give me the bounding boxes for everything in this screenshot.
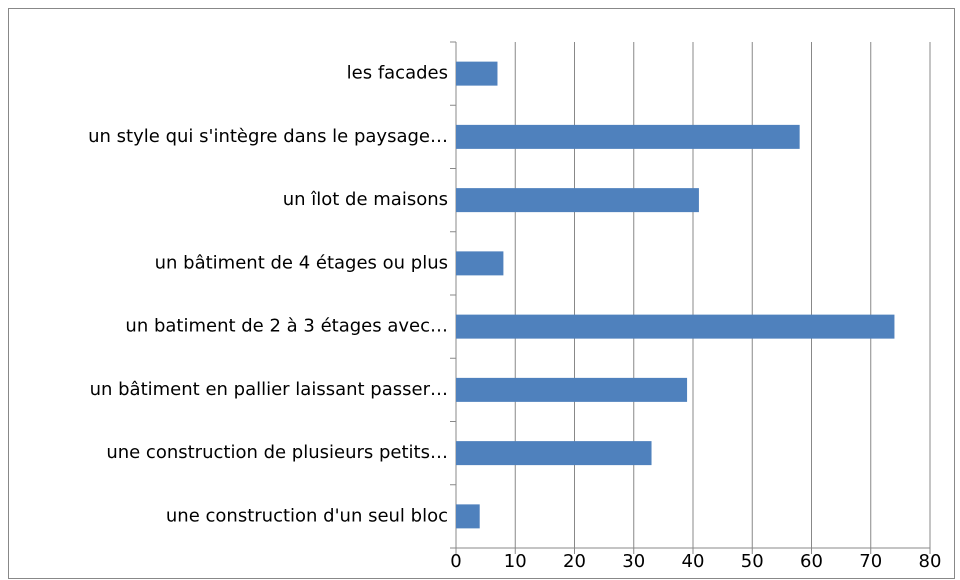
bar: [456, 377, 688, 402]
x-tick-label: 80: [919, 551, 942, 572]
x-tick-label: 50: [741, 551, 764, 572]
y-tick-label: un batiment de 2 à 3 étages avec…: [125, 316, 448, 337]
chart-border: [8, 8, 955, 579]
y-tick-label: une construction de plusieurs petits…: [106, 442, 448, 463]
bar: [456, 441, 652, 466]
bar: [456, 504, 480, 529]
y-tick-label: une construction d'un seul bloc: [166, 505, 448, 526]
x-tick-label: 20: [563, 551, 586, 572]
y-tick-label: un bâtiment en pallier laissant passer…: [90, 379, 448, 400]
x-tick-label: 40: [682, 551, 705, 572]
bar: [456, 188, 699, 213]
bar: [456, 124, 800, 149]
bar: [456, 251, 504, 276]
bar: [456, 61, 498, 86]
x-tick-label: 70: [859, 551, 882, 572]
y-tick-label: un style qui s'intègre dans le paysage…: [88, 126, 448, 147]
x-tick-label: 30: [622, 551, 645, 572]
y-tick-label: un bâtiment de 4 étages ou plus: [155, 252, 448, 273]
y-tick-label: les facades: [347, 63, 448, 84]
x-tick-label: 10: [504, 551, 527, 572]
y-tick-label: un îlot de maisons: [283, 189, 448, 210]
x-tick-label: 60: [800, 551, 823, 572]
x-tick-label: 0: [450, 551, 461, 572]
bar: [456, 314, 895, 339]
